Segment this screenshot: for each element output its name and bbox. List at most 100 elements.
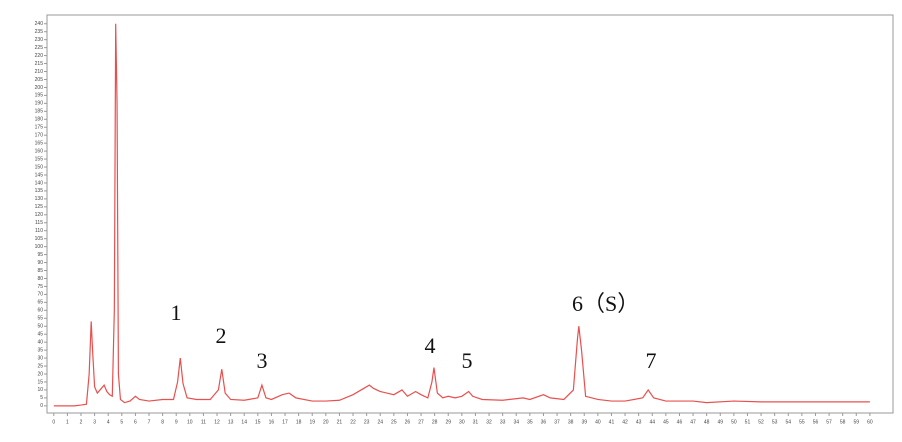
y-tick-label: 90 (37, 260, 43, 266)
y-tick-label: 225 (35, 45, 44, 51)
x-tick-label: 18 (296, 419, 302, 425)
y-tick-label: 180 (35, 117, 44, 123)
peak-label: 1 (171, 300, 182, 325)
x-tick-label: 27 (418, 419, 424, 425)
x-tick-label: 20 (323, 419, 329, 425)
y-tick-label: 20 (37, 371, 43, 377)
y-tick-label: 185 (35, 109, 44, 115)
x-tick-label: 56 (813, 419, 819, 425)
x-tick-label: 35 (527, 419, 533, 425)
y-tick-label: 110 (35, 228, 43, 234)
y-tick-label: 75 (37, 284, 43, 290)
x-tick-label: 9 (175, 419, 178, 425)
y-tick-label: 190 (35, 101, 44, 107)
peak-label: 7 (646, 348, 657, 373)
x-tick-label: 23 (364, 419, 370, 425)
x-tick-label: 26 (405, 419, 411, 425)
y-tick-label: 50 (37, 324, 43, 330)
x-tick-label: 43 (636, 419, 642, 425)
x-tick-label: 49 (717, 419, 723, 425)
x-tick-label: 17 (282, 419, 288, 425)
y-tick-label: 210 (35, 69, 44, 75)
y-tick-label: 115 (35, 220, 43, 226)
x-tick-label: 3 (93, 419, 96, 425)
y-tick-label: 95 (37, 252, 43, 258)
y-tick-label: 100 (35, 244, 44, 250)
x-tick-label: 11 (201, 419, 206, 425)
y-tick-label: 220 (35, 53, 44, 59)
y-tick-label: 25 (37, 363, 43, 369)
y-tick-label: 155 (35, 156, 44, 162)
y-tick-label: 140 (35, 180, 44, 186)
x-tick-label: 59 (853, 419, 859, 425)
x-tick-label: 12 (214, 419, 220, 425)
peak-label: 2 (216, 323, 227, 348)
x-tick-label: 16 (269, 419, 275, 425)
x-tick-label: 15 (255, 419, 261, 425)
x-tick-label: 57 (826, 419, 832, 425)
x-tick-label: 19 (309, 419, 315, 425)
trace (53, 23, 870, 407)
y-tick-label: 120 (35, 212, 44, 218)
x-tick-label: 32 (486, 419, 492, 425)
plot-frame (46, 14, 894, 414)
y-tick-label: 0 (40, 403, 43, 409)
x-tick-label: 50 (731, 419, 737, 425)
y-tick-label: 215 (35, 61, 44, 67)
y-tick-label: 240 (35, 21, 44, 27)
y-tick-label: 105 (35, 236, 44, 242)
peak-label: 3 (257, 348, 268, 373)
y-tick-label: 45 (37, 332, 43, 338)
x-tick-label: 58 (840, 419, 846, 425)
x-tick-label: 4 (107, 419, 110, 425)
x-tick-label: 0 (52, 419, 55, 425)
y-tick-label: 160 (35, 148, 44, 154)
peak-label: 6（S） (572, 291, 639, 316)
x-tick-label: 60 (867, 419, 873, 425)
x-tick-label: 52 (758, 419, 764, 425)
y-tick-label: 205 (35, 77, 44, 83)
y-tick-label: 145 (35, 172, 44, 178)
y-tick-label: 150 (35, 164, 44, 170)
y-tick-label: 85 (37, 268, 43, 274)
x-tick-label: 51 (745, 419, 751, 425)
x-tick-label: 30 (459, 419, 465, 425)
x-tick-label: 24 (377, 419, 383, 425)
x-tick-label: 2 (80, 419, 83, 425)
peak-label: 5 (462, 348, 473, 373)
x-tick-label: 31 (473, 419, 479, 425)
x-tick-label: 53 (772, 419, 778, 425)
x-tick-label: 13 (228, 419, 234, 425)
x-tick-label: 36 (541, 419, 547, 425)
y-tick-label: 135 (35, 188, 44, 194)
y-tick-label: 170 (35, 133, 44, 139)
x-tick-label: 14 (241, 419, 247, 425)
y-tick-label: 165 (35, 140, 44, 146)
x-tick-label: 33 (500, 419, 506, 425)
x-tick-label: 39 (581, 419, 587, 425)
y-tick-label: 30 (37, 355, 43, 361)
x-tick-label: 44 (649, 419, 655, 425)
x-tick-label: 7 (148, 419, 151, 425)
y-tick-label: 65 (37, 300, 43, 306)
x-tick-label: 48 (704, 419, 710, 425)
x-tick-label: 40 (595, 419, 601, 425)
x-tick-label: 34 (513, 419, 519, 425)
x-tick-label: 6 (134, 419, 137, 425)
y-tick-label: 235 (35, 29, 44, 35)
x-tick-label: 10 (187, 419, 193, 425)
x-tick-label: 38 (568, 419, 574, 425)
x-tick-label: 47 (690, 419, 696, 425)
x-tick-label: 29 (445, 419, 451, 425)
y-tick-label: 15 (37, 379, 43, 385)
y-tick-label: 175 (35, 125, 44, 131)
x-tick-label: 25 (391, 419, 397, 425)
x-tick-label: 5 (120, 419, 123, 425)
y-tick-label: 35 (37, 347, 43, 353)
y-tick-label: 125 (35, 204, 44, 210)
y-tick-label: 40 (37, 339, 43, 345)
x-tick-label: 45 (663, 419, 669, 425)
x-tick-label: 8 (161, 419, 164, 425)
x-tick-label: 37 (554, 419, 560, 425)
